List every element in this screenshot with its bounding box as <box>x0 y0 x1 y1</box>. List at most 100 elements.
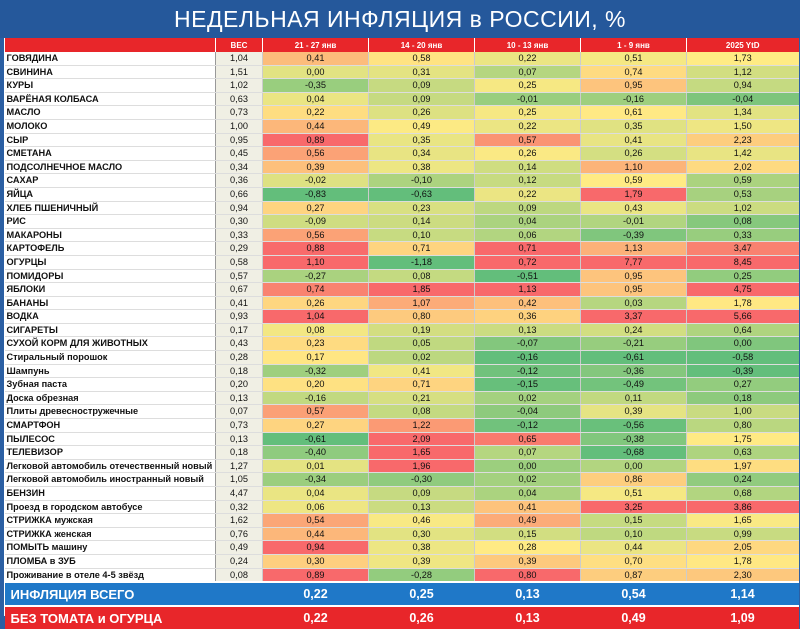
value-cell: 0,05 <box>368 336 475 352</box>
weight-cell: 0,63 <box>215 92 263 107</box>
weight-cell: 0,73 <box>215 105 263 120</box>
weight-cell: 0,24 <box>215 554 263 569</box>
weight-cell: 0,32 <box>215 499 263 515</box>
value-cell: 5,66 <box>686 309 799 324</box>
value-cell: 0,03 <box>580 296 687 311</box>
column-header: 21 - 27 янв <box>262 38 369 52</box>
row-label: ВАРЁНАЯ КОЛБАСА <box>4 92 216 107</box>
value-cell: 0,00 <box>580 458 687 474</box>
value-cell: 0,95 <box>580 78 687 93</box>
table-row: СИГАРЕТЫ 0,17 0,08 0,19 0,13 0,24 0,64 <box>4 323 799 338</box>
value-cell: 0,41 <box>474 499 581 515</box>
row-label: Плиты древесностружечные <box>4 404 216 420</box>
value-cell: 1,34 <box>686 105 799 120</box>
column-header: 2025 YtD <box>686 38 799 52</box>
table-row: СТРИЖКА женская 0,76 0,44 0,30 0,15 0,10 0,99 <box>4 527 799 542</box>
value-cell: -0,28 <box>368 568 475 583</box>
table-row: Доска обрезная 0,13 -0,16 0,21 0,02 0,11 0,18 <box>4 390 799 406</box>
value-cell: 0,25 <box>474 105 581 120</box>
table-row: ХЛЕБ ПШЕНИЧНЫЙ 0,94 0,27 0,23 0,09 0,43 1,02 <box>4 201 799 216</box>
value-cell: 0,64 <box>686 323 799 338</box>
value-cell: 2,30 <box>686 568 799 583</box>
value-cell: 0,71 <box>368 241 475 256</box>
weight-cell: 0,93 <box>215 309 263 324</box>
value-cell: 0,41 <box>580 133 687 148</box>
row-label: РИС <box>4 214 216 229</box>
weight-cell: 0,58 <box>215 255 263 270</box>
value-cell: 4,75 <box>686 282 799 297</box>
row-label: Проживание в отеле 4-5 звёзд <box>4 568 216 583</box>
value-cell: 0,74 <box>580 65 687 80</box>
weight-cell: 0,13 <box>215 390 263 406</box>
row-label: СИГАРЕТЫ <box>4 323 216 338</box>
value-cell: -0,38 <box>580 432 687 447</box>
value-cell: 1,02 <box>686 201 799 216</box>
value-cell: -0,63 <box>368 186 475 202</box>
value-cell: 0,08 <box>686 214 799 229</box>
value-cell: 0,24 <box>686 472 799 487</box>
value-cell: 0,07 <box>474 445 581 460</box>
summary-value: 1,14 <box>686 581 799 607</box>
value-cell: -0,02 <box>262 173 369 188</box>
column-header: 14 - 20 янв <box>368 38 475 52</box>
value-cell: 0,63 <box>686 445 799 460</box>
value-cell: 0,43 <box>580 201 687 216</box>
value-cell: -0,34 <box>262 472 369 487</box>
table-row: Проезд в городском автобусе 0,32 0,06 0,13 0… <box>4 499 799 515</box>
value-cell: 0,01 <box>262 458 369 474</box>
value-cell: 3,47 <box>686 241 799 256</box>
value-cell: 0,61 <box>580 105 687 120</box>
value-cell: 0,11 <box>580 390 687 406</box>
weight-cell: 0,41 <box>215 296 263 311</box>
value-cell: -0,07 <box>474 336 581 352</box>
weight-cell: 0,30 <box>215 214 263 229</box>
value-cell: 0,72 <box>474 255 581 270</box>
table-row: Стиральный порошок 0,28 0,17 0,02 -0,16 -0,61… <box>4 350 799 365</box>
table-row: ТЕЛЕВИЗОР 0,18 -0,40 1,65 0,07 -0,68 0,63 <box>4 445 799 460</box>
value-cell: 0,34 <box>368 146 475 161</box>
row-label: СТРИЖКА мужская <box>4 513 216 528</box>
value-cell: -0,04 <box>474 404 581 420</box>
value-cell: -0,61 <box>262 432 369 447</box>
value-cell: -0,56 <box>580 418 687 433</box>
value-cell: 1,97 <box>686 458 799 474</box>
value-cell: 0,71 <box>474 241 581 256</box>
value-cell: 0,15 <box>580 513 687 528</box>
value-cell: 0,39 <box>262 159 369 175</box>
weight-cell: 0,28 <box>215 350 263 365</box>
value-cell: -0,09 <box>262 214 369 229</box>
value-cell: 0,30 <box>262 554 369 569</box>
row-label: СМАРТФОН <box>4 418 216 433</box>
value-cell: -0,40 <box>262 445 369 460</box>
value-cell: -0,61 <box>580 350 687 365</box>
value-cell: 0,22 <box>262 105 369 120</box>
value-cell: 1,79 <box>580 186 687 202</box>
weight-cell: 0,08 <box>215 568 263 583</box>
weight-cell: 0,29 <box>215 241 263 256</box>
value-cell: -0,12 <box>474 418 581 433</box>
summary-value: 0,54 <box>580 581 687 607</box>
value-cell: 0,59 <box>580 173 687 188</box>
value-cell: 0,25 <box>686 269 799 284</box>
value-cell: 0,12 <box>474 173 581 188</box>
column-header: 1 - 9 янв <box>580 38 687 52</box>
value-cell: 0,42 <box>474 296 581 311</box>
value-cell: 0,38 <box>368 540 475 555</box>
row-label: БЕНЗИН <box>4 486 216 501</box>
value-cell: 0,09 <box>368 486 475 501</box>
row-label: Легковой автомобиль иностранный новый <box>4 472 216 487</box>
value-cell: 0,00 <box>686 336 799 352</box>
value-cell: 2,23 <box>686 133 799 148</box>
value-cell: 0,02 <box>474 472 581 487</box>
row-label: СТРИЖКА женская <box>4 527 216 542</box>
value-cell: 0,94 <box>262 540 369 555</box>
value-cell: 0,80 <box>474 568 581 583</box>
row-label: Проезд в городском автобусе <box>4 499 216 515</box>
value-cell: 3,86 <box>686 499 799 515</box>
weight-cell: 0,18 <box>215 364 263 379</box>
value-cell: 0,56 <box>262 146 369 161</box>
value-cell: 0,39 <box>368 554 475 569</box>
value-cell: 0,56 <box>262 228 369 243</box>
value-cell: 0,13 <box>368 499 475 515</box>
row-label: ПЛОМБА в ЗУБ <box>4 554 216 569</box>
